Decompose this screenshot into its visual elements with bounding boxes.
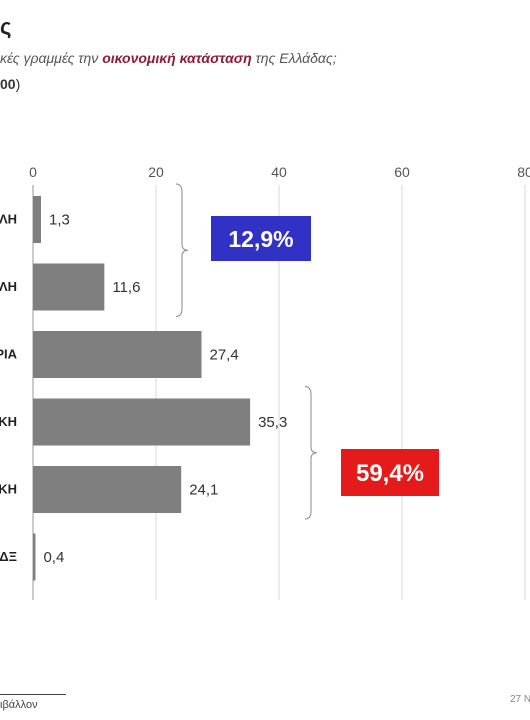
bracket [175,183,189,317]
bar [33,398,251,446]
bar [33,533,36,581]
x-tick-label: 0 [29,164,37,180]
footer-date: 27 Νο [510,694,530,705]
category-label: ΚΗ [0,482,17,497]
summary-label: 12,9% [228,226,293,252]
bar [33,196,41,243]
category-label: ΡΙΑ [0,347,18,362]
sample-base-close: ) [15,76,21,92]
bar [33,331,202,378]
category-label: ΚΗ [0,414,17,429]
category-label: ΛΗ [0,279,17,294]
question-text-after: της Ελλάδας; [251,50,337,66]
data-label: 35,3 [258,414,287,431]
bracket [304,386,318,520]
data-label: 0,4 [43,549,64,566]
footer-divider [0,694,66,695]
page-title: ς [0,14,12,39]
x-tick-label: 80 [517,164,530,180]
data-label: 24,1 [189,482,218,499]
x-tick-label: 60 [394,164,410,180]
footer-source: ιβάλλον [0,699,38,711]
sample-base-number: 00 [0,76,16,92]
sample-base: 00) [0,76,20,92]
data-label: 11,6 [112,279,140,296]
survey-question: κές γραμμές την οικονομική κατάσταση της… [0,50,337,66]
category-label: ΛΗ [0,212,17,227]
summary-label: 59,4% [356,460,424,487]
bar [33,263,105,311]
data-label: 1,3 [49,212,70,229]
summary-box [341,449,439,496]
category-label: ΔΞ [0,549,17,564]
question-highlight: οικονομική κατάσταση [102,50,252,66]
summary-box [211,216,311,261]
question-text-before: κές γραμμές την [0,50,103,66]
data-label: 27,4 [210,347,239,364]
x-tick-label: 20 [148,164,164,180]
bar [33,466,182,513]
x-tick-label: 40 [271,164,287,180]
